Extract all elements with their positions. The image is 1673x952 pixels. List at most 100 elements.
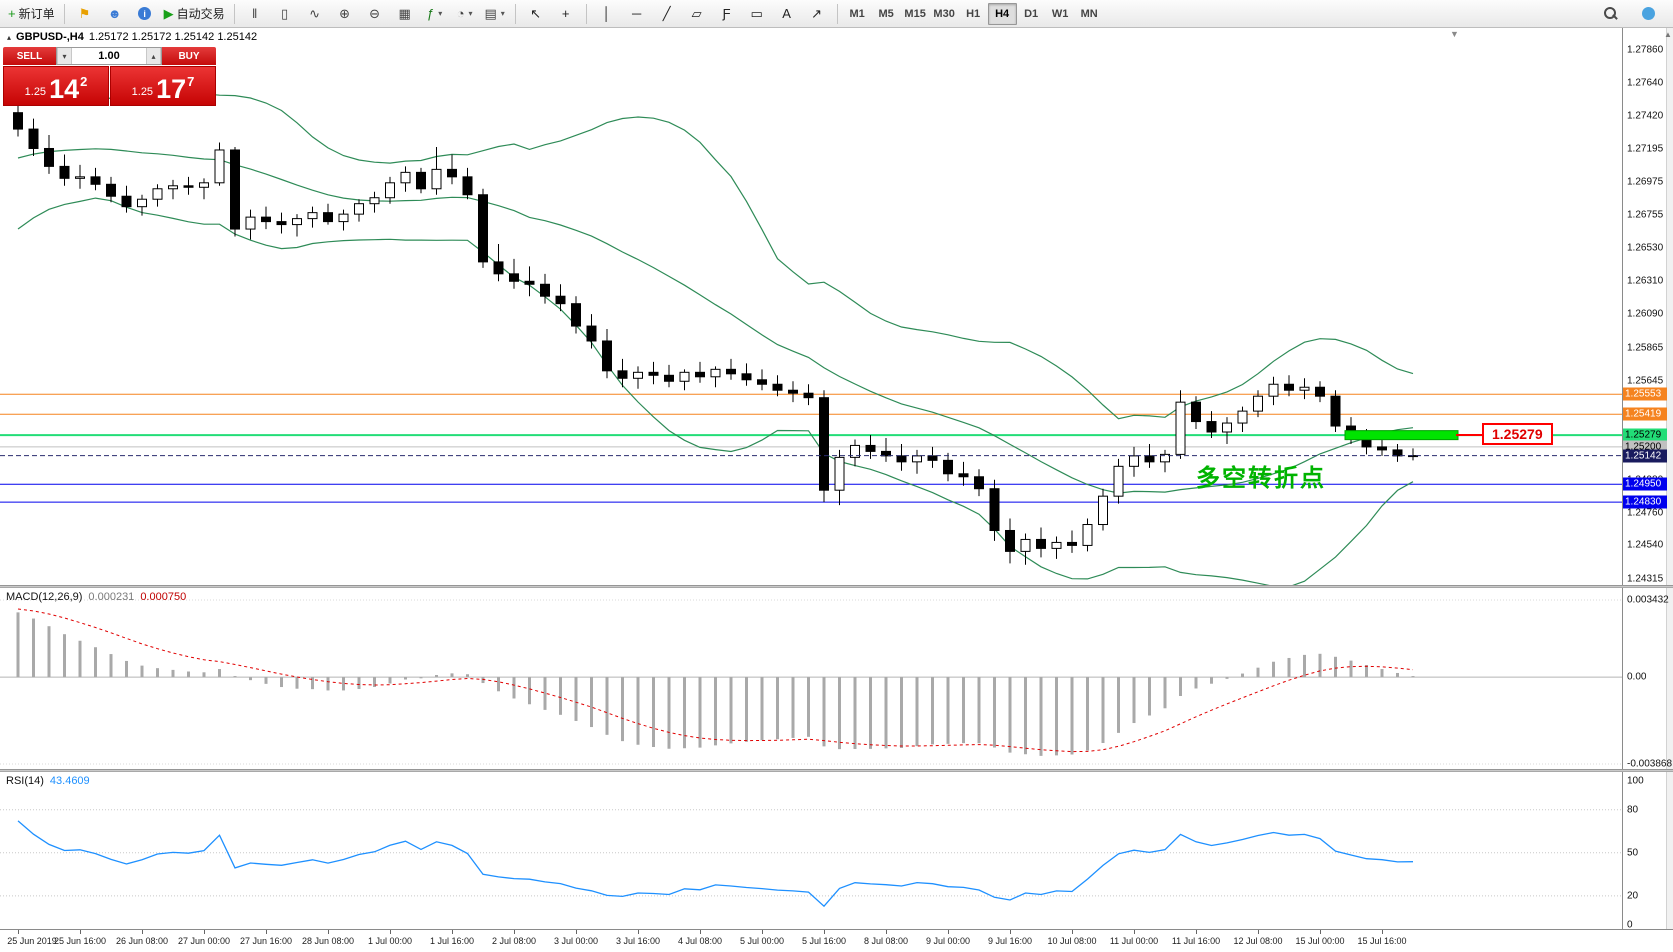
text-icon[interactable]: A <box>772 2 802 26</box>
autotrading-button-label: 自动交易 <box>176 7 225 21</box>
info-icon[interactable]: i <box>130 2 160 26</box>
price-tick: 1.27195 <box>1627 143 1664 155</box>
info-icon-glyph: i <box>138 7 152 20</box>
zoom-in-icon[interactable]: ⊕ <box>330 2 360 26</box>
sell-price-button[interactable]: 1.25 14 2 <box>3 66 109 106</box>
time-label: 12 Jul 08:00 <box>1233 936 1283 946</box>
timeframe-button-m1[interactable]: M1 <box>849 7 865 20</box>
buy-price-sup: 7 <box>187 74 195 89</box>
panel-separator-macd[interactable] <box>0 585 1673 588</box>
line-chart-icon[interactable]: ∿ <box>300 2 330 26</box>
timeframe-button-mn[interactable]: MN <box>1080 7 1098 20</box>
time-label: 27 Jun 00:00 <box>177 936 231 946</box>
panel-separator-rsi[interactable] <box>0 769 1673 772</box>
timeframe-button-m15[interactable]: M15 <box>904 7 926 20</box>
buy-button[interactable]: BUY <box>162 47 216 65</box>
time-label: 3 Jul 00:00 <box>553 936 599 946</box>
templates-icon[interactable]: ▤ ▾ <box>480 2 510 26</box>
fibonacci-icon-glyph: Ƒ <box>722 6 731 21</box>
macd-plot[interactable] <box>0 599 1622 765</box>
time-label: 25 Jun 16:00 <box>53 936 107 946</box>
templates-icon-caret: ▾ <box>500 9 505 18</box>
rsi-indicator-label: RSI(14) 43.4609 <box>6 775 90 787</box>
arrows-icon[interactable]: ↗ <box>802 2 832 26</box>
cursor-icon[interactable]: ↖ <box>521 2 551 26</box>
buy-price-big: 17 <box>156 73 187 104</box>
search-icon[interactable] <box>1595 2 1625 26</box>
time-tick <box>1196 930 1197 934</box>
zoom-out-icon[interactable]: ⊖ <box>360 2 390 26</box>
buy-price-button[interactable]: 1.25 17 7 <box>110 66 216 106</box>
channel-icon[interactable]: ▱ <box>682 2 712 26</box>
search-icon <box>1603 6 1618 21</box>
one-click-collapse-icon[interactable]: ▴ <box>7 32 12 42</box>
price-tick: 1.24540 <box>1627 539 1664 551</box>
time-tick <box>1134 930 1135 934</box>
cursor-icon-glyph: ↖ <box>530 6 542 21</box>
toolbar: + 新订单 ⚑ ☻ i ▶ 自动交易 ‖ ▯ ∿ ⊕ ⊖ ▦ ƒ ▾ ◔ ▾ ▤ ▾ ↖ + │ ─ ╱ ▱ Ƒ ▭ A ↗ M1 M5 M1… <box>0 0 1673 28</box>
timeframe-button-d1[interactable]: D1 <box>1024 7 1039 20</box>
volume-down-button[interactable]: ▾ <box>57 48 72 64</box>
hline-price-label: 1.24950 <box>1623 477 1667 491</box>
volume-stepper[interactable]: ▾ 1.00 ▴ <box>56 47 162 65</box>
shapes-icon[interactable]: ▭ <box>742 2 772 26</box>
volume-up-button[interactable]: ▴ <box>146 48 161 64</box>
time-label: 25 Jun 2019 <box>7 936 57 946</box>
time-tick <box>886 930 887 934</box>
channel-icon-glyph: ▱ <box>691 6 702 21</box>
sell-price-big: 14 <box>49 73 80 104</box>
indicators-icon-glyph: ƒ <box>427 6 435 21</box>
timeframe-button-h1[interactable]: H1 <box>966 7 981 20</box>
rsi-plot[interactable] <box>0 809 1622 908</box>
indicators-icon-caret: ▾ <box>438 9 443 18</box>
tile-windows-icon[interactable]: ▦ <box>390 2 420 26</box>
volume-value[interactable]: 1.00 <box>98 50 120 62</box>
crosshair-icon[interactable]: + <box>551 2 581 26</box>
alerts-icon[interactable]: ⚑ <box>70 2 100 26</box>
scrollbar-up-icon[interactable]: ▲ <box>1664 30 1672 39</box>
rsi-value: 43.4609 <box>49 775 90 787</box>
new-order-button-label: 新订单 <box>18 7 55 21</box>
symbol-period-label: GBPUSD-,H4 <box>16 31 84 43</box>
tile-windows-icon-glyph: ▦ <box>398 6 411 21</box>
time-tick <box>514 930 515 934</box>
timeframe-button-h4[interactable]: H4 <box>987 2 1017 25</box>
community-globe-icon[interactable] <box>1633 2 1663 26</box>
shapes-icon-glyph: ▭ <box>750 6 763 21</box>
vertical-line-icon-glyph: │ <box>602 6 611 21</box>
horizontal-line-icon[interactable]: ─ <box>622 2 652 26</box>
rsi-scale-tick: 50 <box>1627 847 1639 859</box>
community-icon[interactable]: ☻ <box>100 2 130 26</box>
time-tick <box>18 930 19 934</box>
trendline-icon-glyph: ╱ <box>662 6 671 21</box>
periods-icon[interactable]: ◔ ▾ <box>450 2 480 26</box>
macd-indicator-label: MACD(12,26,9) 0.000231 0.000750 <box>6 591 186 603</box>
toolbar-separator <box>514 3 516 24</box>
new-order-button[interactable]: + 新订单 <box>4 2 59 26</box>
trendline-icon[interactable]: ╱ <box>652 2 682 26</box>
price-tick: 1.26090 <box>1627 308 1664 320</box>
time-label: 15 Jul 16:00 <box>1357 936 1407 946</box>
bar-chart-icon[interactable]: ‖ <box>240 2 270 26</box>
sell-button[interactable]: SELL <box>3 47 56 65</box>
candlestick-icon-glyph: ▯ <box>281 6 289 21</box>
fibonacci-icon[interactable]: Ƒ <box>712 2 742 26</box>
price-tick: 1.24315 <box>1627 573 1664 585</box>
autotrading-button[interactable]: ▶ 自动交易 <box>160 2 229 26</box>
toolbar-separator <box>233 3 235 24</box>
timeframe-button-w1[interactable]: W1 <box>1051 7 1069 20</box>
community-globe-icon-glyph <box>1641 7 1655 20</box>
timeframe-button-m30[interactable]: M30 <box>933 7 955 20</box>
horizontal-line-icon-glyph: ─ <box>632 6 642 21</box>
time-tick <box>948 930 949 934</box>
time-tick <box>824 930 825 934</box>
time-axis[interactable]: 25 Jun 2019 25 Jun 16:00 26 Jun 08:00 27 Ju… <box>0 929 1673 952</box>
vertical-scrollbar[interactable] <box>1666 28 1673 929</box>
timeframe-button-m5[interactable]: M5 <box>878 7 894 20</box>
vertical-line-icon[interactable]: │ <box>592 2 622 26</box>
rsi-scale-tick: 20 <box>1627 890 1639 902</box>
indicators-icon[interactable]: ƒ ▾ <box>420 2 450 26</box>
main-chart-plot[interactable] <box>0 86 1622 587</box>
candlestick-icon[interactable]: ▯ <box>270 2 300 26</box>
